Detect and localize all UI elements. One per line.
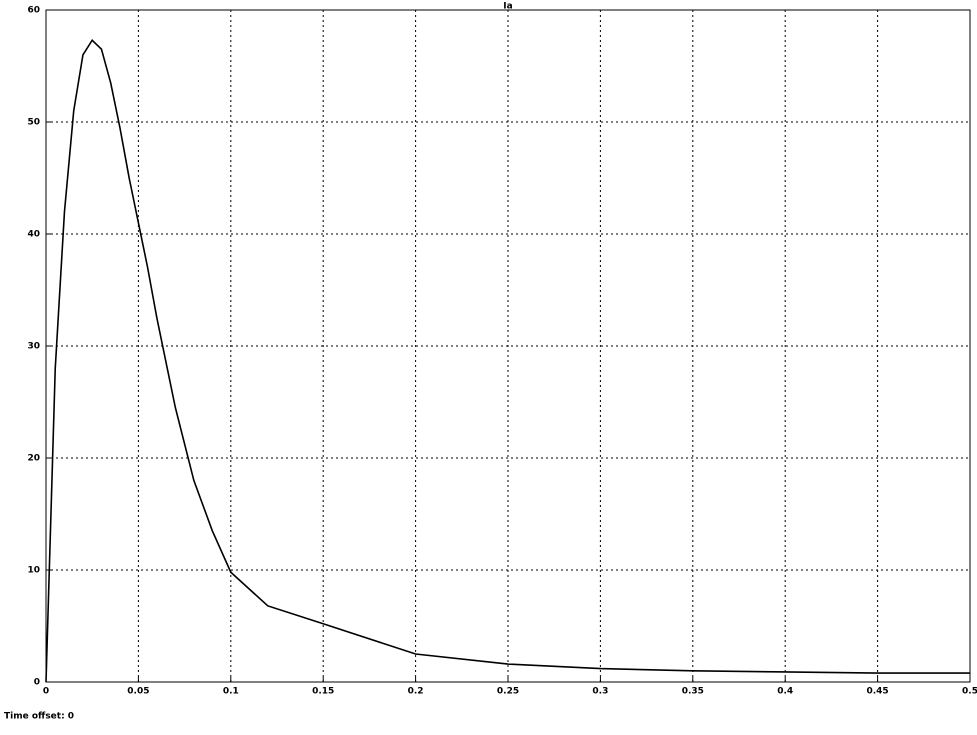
x-tick-label: 0.3	[592, 687, 608, 697]
x-tick-label: 0	[43, 687, 49, 697]
x-tick-label: 0.35	[682, 687, 704, 697]
y-tick-label: 20	[27, 454, 40, 464]
x-tick-label: 0.15	[312, 687, 334, 697]
y-tick-label: 30	[27, 342, 40, 352]
x-tick-label: 0.25	[497, 687, 519, 697]
x-tick-label: 0.4	[777, 687, 793, 697]
y-tick-label: 50	[27, 118, 40, 128]
x-tick-label: 0.05	[127, 687, 149, 697]
y-tick-label: 10	[27, 566, 40, 576]
y-tick-label: 40	[27, 230, 40, 240]
x-tick-label: 0.5	[962, 687, 977, 697]
chart: Ia Time offset: 0 010203040506000.050.10…	[0, 0, 977, 735]
footnote: Time offset: 0	[4, 712, 74, 722]
page: Ia Time offset: 0 010203040506000.050.10…	[0, 0, 977, 735]
y-tick-label: 60	[27, 6, 40, 16]
x-tick-label: 0.1	[223, 687, 239, 697]
y-tick-label: 0	[34, 678, 40, 688]
x-tick-label: 0.45	[866, 687, 888, 697]
x-tick-label: 0.2	[408, 687, 424, 697]
